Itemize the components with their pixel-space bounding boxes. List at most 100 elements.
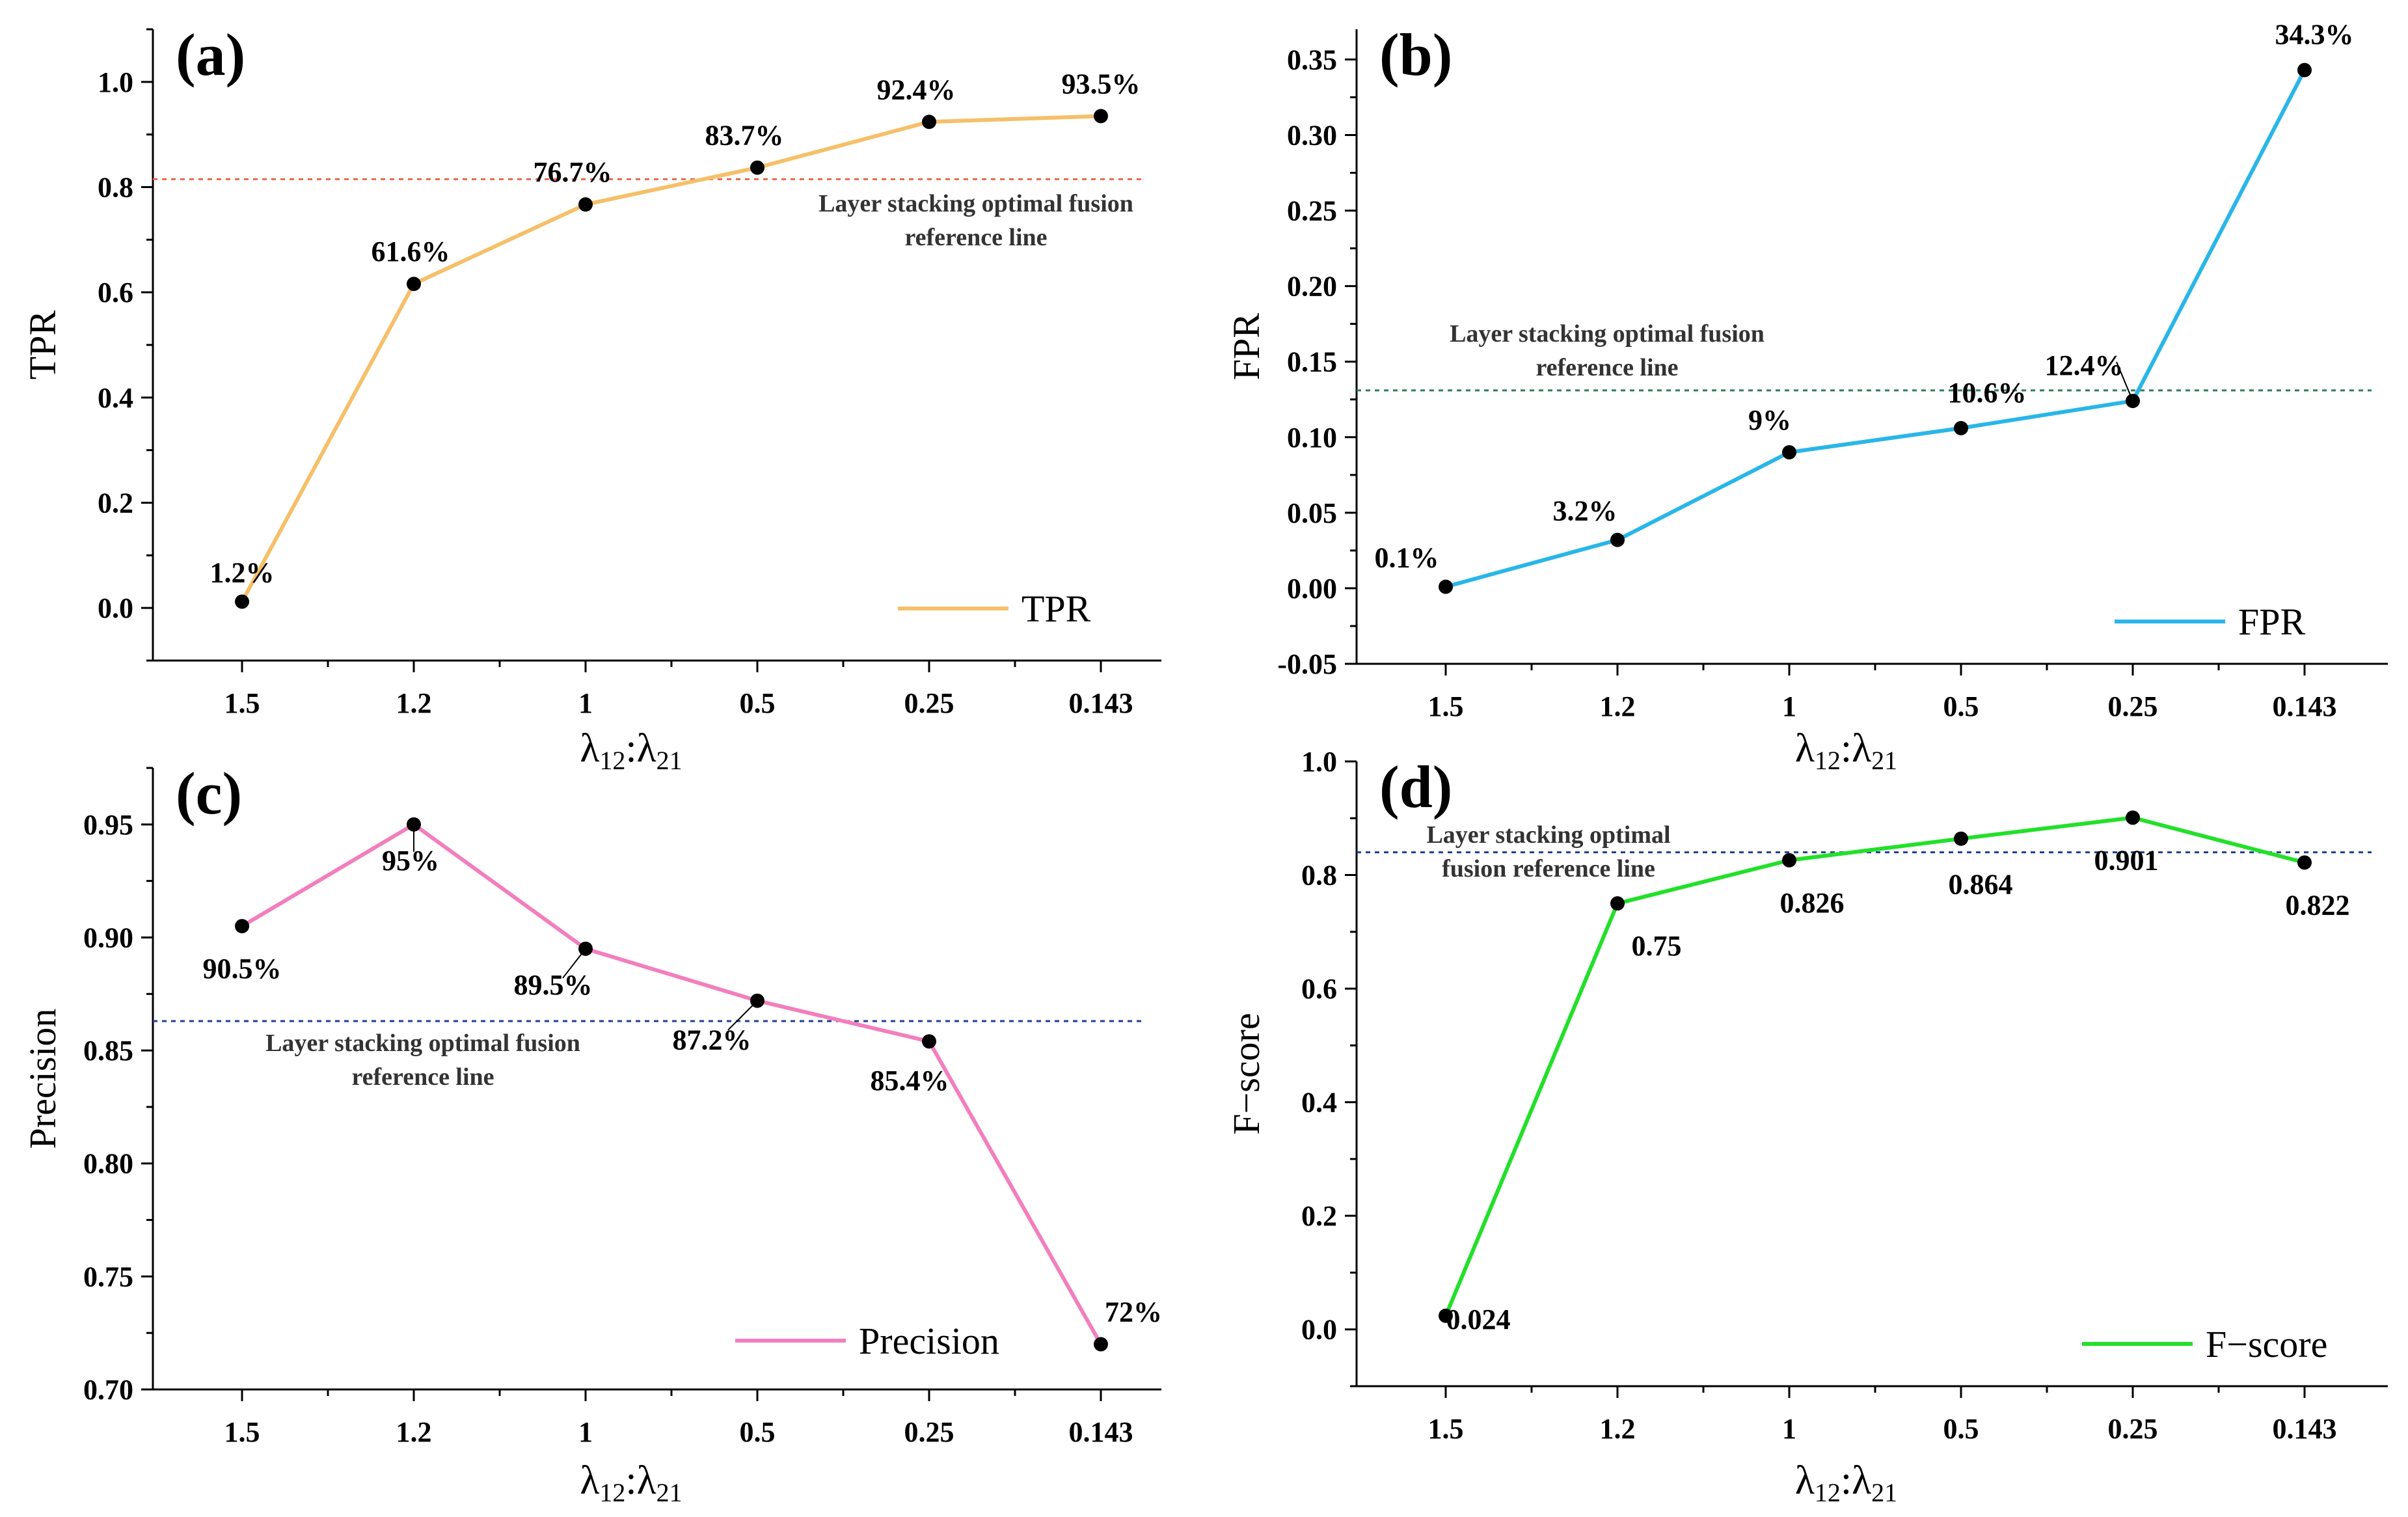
data-label: 3.2%: [1553, 495, 1617, 527]
y-tick-label: 0.95: [83, 809, 133, 841]
legend-label: F−score: [2206, 1323, 2327, 1365]
y-tick-label: 0.35: [1287, 44, 1337, 75]
x-tick-label: 1.2: [1600, 1413, 1636, 1445]
data-label: 95%: [382, 845, 439, 877]
reference-line-label: Layer stacking optimal fusion: [265, 1030, 580, 1057]
data-label: 10.6%: [1948, 377, 2027, 409]
y-tick-label: -0.05: [1277, 648, 1337, 680]
reference-line-label: reference line: [1535, 354, 1678, 381]
data-label: 85.4%: [871, 1065, 949, 1097]
y-tick-label: 0.15: [1287, 346, 1337, 378]
y-tick-label: 0.20: [1287, 271, 1337, 303]
y-tick-label: 0.2: [1301, 1200, 1337, 1232]
y-tick-label: 0.0: [98, 592, 133, 624]
x-tick-label: 1: [1782, 1413, 1796, 1445]
y-tick-label: 0.4: [1301, 1087, 1337, 1119]
data-label: 12.4%: [2045, 349, 2124, 381]
y-tick-label: 0.8: [98, 172, 133, 204]
data-point: [235, 594, 249, 609]
y-tick-label: 0.6: [1301, 973, 1337, 1005]
data-label: 92.4%: [877, 74, 956, 105]
x-axis-title: λ12:λ21: [580, 726, 682, 775]
data-point: [750, 160, 764, 175]
panel-label: (b): [1379, 21, 1452, 88]
series-line: [1445, 69, 2307, 589]
x-tick-label: 0.143: [1069, 687, 1133, 719]
chart-panel-b: -0.05 0.00 0.05 0.10 0.15 0.20 0.25 0.30 0.35 1.5…: [1225, 19, 2388, 775]
panel-label: (c): [176, 760, 242, 827]
data-point: [1782, 445, 1796, 459]
label-leader: [562, 948, 586, 979]
x-tick-label: 0.5: [1943, 690, 1979, 722]
reference-line-label: Layer stacking optimal fusion: [1450, 320, 1765, 348]
y-axis-title: Precision: [21, 1009, 64, 1149]
y-tick-label: 0.8: [1301, 860, 1337, 892]
y-tick-label: 0.80: [83, 1148, 133, 1180]
x-tick-label: 1.2: [1600, 690, 1636, 722]
reference-line-label: Layer stacking optimal: [1426, 821, 1670, 849]
reference-line-label: fusion reference line: [1442, 855, 1655, 882]
x-tick-label: 1.2: [396, 687, 432, 719]
data-point: [1610, 532, 1625, 547]
data-point: [407, 277, 421, 292]
data-point: [1094, 1337, 1108, 1352]
x-tick-label: 1: [578, 1416, 593, 1448]
data-label: 9%: [1748, 404, 1791, 436]
y-tick-label: 0.25: [1287, 195, 1337, 227]
label-leader: [727, 1000, 758, 1031]
data-point: [1954, 831, 1968, 846]
x-tick-label: 0.25: [2108, 1413, 2158, 1445]
x-axis-title: λ12:λ21: [580, 1458, 682, 1507]
x-tick-label: 0.25: [904, 687, 954, 719]
data-label: 0.75: [1632, 930, 1682, 962]
data-point: [1610, 896, 1625, 911]
data-point: [578, 197, 593, 212]
x-tick-label: 0.5: [740, 1416, 776, 1448]
data-point: [2126, 810, 2140, 825]
y-tick-label: 0.4: [98, 382, 133, 414]
y-axis-title: F−score: [1225, 1013, 1267, 1134]
series-line: [240, 114, 1102, 603]
data-label: 61.6%: [372, 236, 450, 267]
legend-label: TPR: [1021, 588, 1091, 630]
x-tick-label: 0.25: [2108, 690, 2158, 722]
data-label: 72%: [1105, 1296, 1162, 1328]
data-point: [922, 115, 936, 130]
data-label: 93.5%: [1062, 68, 1141, 100]
x-tick-label: 1: [578, 687, 593, 719]
data-point: [1439, 579, 1453, 594]
data-label: 0.024: [1446, 1304, 1511, 1335]
series-line: [1444, 815, 2305, 1317]
x-tick-label: 0.143: [2273, 1413, 2337, 1445]
x-tick-label: 0.143: [2273, 690, 2337, 722]
data-point: [922, 1034, 936, 1049]
x-axis-title: λ12:λ21: [1795, 1458, 1897, 1507]
x-tick-label: 0.5: [740, 687, 776, 719]
label-leader: [2116, 361, 2133, 402]
data-label: 87.2%: [673, 1024, 751, 1056]
x-tick-label: 0.25: [904, 1416, 954, 1448]
data-label: 0.901: [2094, 844, 2159, 876]
chart-panel-c: 0.70 0.75 0.80 0.85 0.90 0.95 1.5 1.2 1 0.5 0.25 0.…: [21, 760, 1162, 1507]
y-axis-title: FPR: [1225, 313, 1267, 381]
legend-label: FPR: [2238, 601, 2306, 643]
data-label: 0.1%: [1375, 542, 1439, 574]
x-tick-label: 1: [1782, 690, 1796, 722]
y-tick-label: 0.75: [83, 1261, 133, 1292]
y-tick-label: 0.90: [83, 922, 133, 953]
x-tick-label: 1.2: [396, 1416, 432, 1448]
y-tick-label: 0.00: [1287, 573, 1337, 605]
chart-panel-d: 0.0 0.2 0.4 0.6 0.8 1.0 1.5 1.2 1 0.5 0.25 0.143 F−s…: [1225, 746, 2388, 1507]
data-point: [1439, 1308, 1453, 1323]
series-line: [241, 822, 1103, 1346]
y-tick-label: 0.05: [1287, 497, 1337, 529]
data-label: 76.7%: [534, 156, 612, 188]
y-tick-label: 0.85: [83, 1035, 133, 1067]
data-point: [2297, 62, 2312, 77]
y-tick-label: 1.0: [98, 66, 133, 98]
y-tick-label: 0.6: [98, 277, 133, 308]
data-label: 90.5%: [203, 953, 282, 985]
data-point: [235, 919, 249, 934]
y-tick-label: 0.10: [1287, 422, 1337, 454]
